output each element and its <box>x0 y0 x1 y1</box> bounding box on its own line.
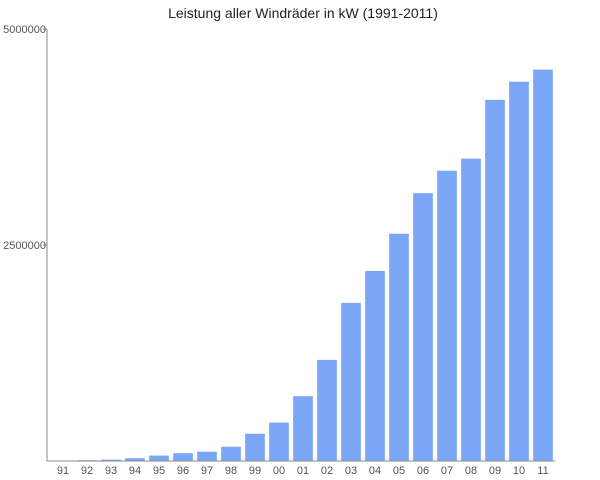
bar-96 <box>173 453 193 461</box>
bar-04 <box>365 270 385 461</box>
bar-94 <box>125 458 145 461</box>
x-tick-label: 08 <box>465 465 477 477</box>
bar-99 <box>245 433 265 461</box>
x-tick-label: 00 <box>273 465 285 477</box>
bar-95 <box>149 455 169 461</box>
x-tick-label: 01 <box>297 465 309 477</box>
x-tick-label: 04 <box>369 465 381 477</box>
x-tick-label: 09 <box>489 465 501 477</box>
bar-01 <box>293 396 313 461</box>
x-tick-label: 05 <box>393 465 405 477</box>
x-tick-label: 94 <box>129 465 141 477</box>
y-axis-ticks: 2500000 5000000 <box>3 24 47 252</box>
y-tick-label: 2500000 <box>3 240 46 252</box>
x-tick-label: 98 <box>225 465 237 477</box>
x-tick-label: 06 <box>417 465 429 477</box>
bar-08 <box>461 158 481 461</box>
bar-06 <box>413 193 433 461</box>
bar-05 <box>389 233 409 461</box>
bar-07 <box>437 170 457 461</box>
bars <box>53 69 553 462</box>
x-tick-label: 96 <box>177 465 189 477</box>
x-tick-label: 03 <box>345 465 357 477</box>
bar-10 <box>509 81 529 461</box>
bar-09 <box>485 99 505 461</box>
bar-00 <box>269 422 289 461</box>
bar-03 <box>341 302 361 461</box>
x-axis-ticks: 91 92 93 94 95 96 97 98 99 00 01 02 03 04 05 06 07 08 09 10… <box>57 465 549 477</box>
bar-97 <box>197 451 217 461</box>
x-tick-label: 92 <box>81 465 93 477</box>
x-tick-label: 91 <box>57 465 69 477</box>
bar-02 <box>317 359 337 461</box>
bar-93 <box>101 459 121 461</box>
x-tick-label: 99 <box>249 465 261 477</box>
x-tick-label: 02 <box>321 465 333 477</box>
x-tick-label: 11 <box>537 465 548 477</box>
x-tick-label: 10 <box>513 465 525 477</box>
chart-title: Leistung aller Windräder in kW (1991-201… <box>168 5 438 21</box>
x-tick-label: 07 <box>441 465 453 477</box>
x-tick-label: 97 <box>201 465 213 477</box>
y-tick-label: 5000000 <box>3 24 46 36</box>
x-tick-label: 95 <box>153 465 165 477</box>
bar-11 <box>533 69 553 462</box>
bar-98 <box>221 446 241 461</box>
x-tick-label: 93 <box>105 465 117 477</box>
